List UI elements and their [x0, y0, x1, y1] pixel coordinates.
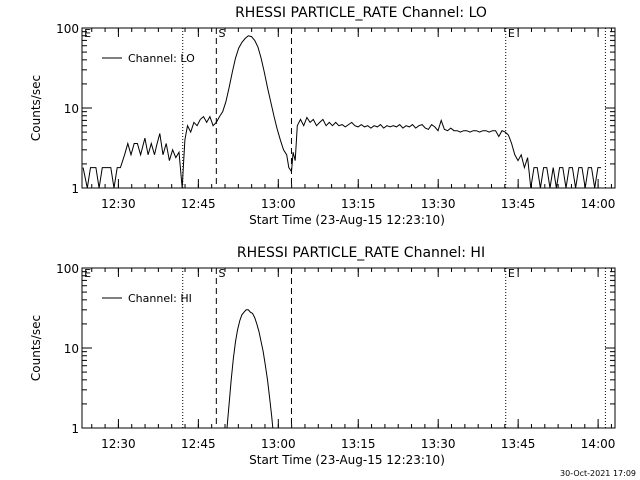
- series-group: [82, 35, 602, 189]
- event-marker: S: [218, 27, 225, 40]
- event-lines: [182, 268, 606, 428]
- y-tick-label: 1: [71, 182, 79, 196]
- series-line: [82, 35, 602, 189]
- x-tick-label: 14:00: [581, 437, 616, 451]
- legend-entry: Channel: HI: [128, 292, 192, 305]
- x-tick-label: 13:15: [341, 437, 376, 451]
- chart-title: RHESSI PARTICLE_RATE Channel: LO: [235, 5, 487, 21]
- chart-title: RHESSI PARTICLE_RATE Channel: HI: [237, 245, 485, 261]
- event-marker: S: [218, 267, 225, 280]
- y-axis-label: Counts/sec: [29, 315, 43, 381]
- event-lines: [182, 28, 606, 188]
- event-marker: E: [508, 27, 515, 40]
- x-tick-label: 13:00: [261, 437, 296, 451]
- event-marker: E: [84, 267, 91, 280]
- legend-entry: Channel: LO: [128, 52, 195, 65]
- series-group: [226, 309, 274, 429]
- x-tick-label: 13:30: [421, 197, 456, 211]
- y-axis-label: Counts/sec: [29, 75, 43, 141]
- x-tick-label: 13:45: [501, 437, 536, 451]
- x-tick-label: 12:30: [101, 437, 136, 451]
- x-tick-label: 13:00: [261, 197, 296, 211]
- y-axis: 1 10 100: [56, 262, 615, 436]
- x-tick-label: 12:30: [101, 197, 136, 211]
- x-axis: 12:30 12:45 13:00 13:15 13:30 13:45 14:00: [91, 28, 616, 211]
- x-axis-label: Start Time (23-Aug-15 12:23:10): [249, 213, 445, 227]
- x-tick-label: 12:45: [181, 437, 216, 451]
- x-tick-label: 13:45: [501, 197, 536, 211]
- event-marker: E: [508, 267, 515, 280]
- series-line: [226, 309, 274, 429]
- x-tick-label: 13:15: [341, 197, 376, 211]
- y-tick-label: 100: [56, 22, 79, 36]
- y-axis: 1 10 100: [56, 22, 615, 196]
- x-tick-label: 14:00: [581, 197, 616, 211]
- panel-lo: RHESSI PARTICLE_RATE Channel: LO 110100 …: [29, 5, 616, 227]
- x-tick-label: 12:45: [181, 197, 216, 211]
- y-tick-label: 100: [56, 262, 79, 276]
- panel-hi: RHESSI PARTICLE_RATE Channel: HI 110100 …: [29, 245, 616, 467]
- y-tick-label: 10: [64, 102, 79, 116]
- x-tick-label: 13:30: [421, 437, 456, 451]
- event-marker: E: [84, 27, 91, 40]
- x-axis-label: Start Time (23-Aug-15 12:23:10): [249, 453, 445, 467]
- y-tick-label: 1: [71, 422, 79, 436]
- x-axis: 12:30 12:45 13:00 13:15 13:30 13:45 14:00: [91, 268, 616, 451]
- y-tick-label: 10: [64, 342, 79, 356]
- footer-timestamp: 30-Oct-2021 17:09: [560, 469, 636, 478]
